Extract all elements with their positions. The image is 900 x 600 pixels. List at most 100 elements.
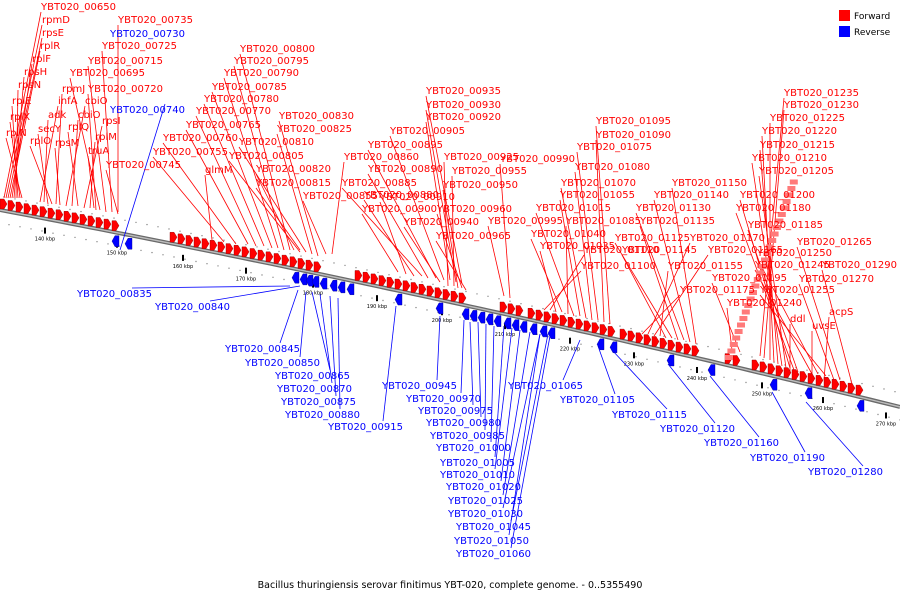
reverse-label-connector xyxy=(382,305,397,422)
forward-gene-label: YBT020_01170 xyxy=(689,233,765,244)
forward-label-connector xyxy=(341,187,423,277)
forward-gene-label: YBT020_01035 xyxy=(539,241,615,252)
forward-track-dot xyxy=(179,230,181,232)
forward-gene-label: YBT020_01090 xyxy=(595,130,671,141)
forward-gene-label: cbiO xyxy=(85,96,108,107)
forward-gene-arrow xyxy=(767,363,776,374)
reverse-track-dot xyxy=(580,343,582,345)
forward-label-connector xyxy=(451,175,455,287)
forward-gene-label: YBT020_00725 xyxy=(101,41,177,52)
reverse-label-connector xyxy=(494,327,513,470)
forward-gene-arrow xyxy=(807,373,816,384)
forward-label-connector xyxy=(499,163,511,299)
forward-gene-label: YBT020_00650 xyxy=(40,2,116,13)
forward-gene-arrow xyxy=(839,380,848,392)
forward-gene-stack xyxy=(741,309,750,315)
reverse-track-dot xyxy=(151,251,153,254)
reverse-gene-arrow xyxy=(311,276,320,288)
forward-gene-stack xyxy=(753,277,762,282)
axis-tick-label: 160 kbp xyxy=(173,264,193,270)
forward-gene-stack xyxy=(739,316,748,321)
forward-gene-arrow xyxy=(691,345,700,357)
forward-gene-label: YBT020_01075 xyxy=(576,142,652,153)
forward-gene-label: YBT020_00860 xyxy=(343,152,419,163)
forward-track-dot xyxy=(91,213,93,215)
forward-track-dot xyxy=(223,239,225,241)
reverse-gene-arrow xyxy=(461,308,470,320)
reverse-gene-arrow xyxy=(609,341,618,354)
forward-gene-arrow xyxy=(675,341,684,353)
forward-gene-label: YBT020_00780 xyxy=(203,94,279,105)
forward-label-connector xyxy=(39,105,59,203)
forward-label-connector xyxy=(487,225,505,297)
forward-gene-label: rplM xyxy=(95,132,117,143)
reverse-genes xyxy=(111,235,865,412)
reverse-gene-label: YBT020_01065 xyxy=(507,381,583,392)
forward-gene-label: YBT020_01245 xyxy=(754,260,830,271)
reverse-track-dot xyxy=(701,371,703,373)
forward-gene-label: YBT020_00895 xyxy=(367,140,443,151)
reverse-track-dot xyxy=(217,265,219,267)
forward-label-connector xyxy=(363,199,415,277)
forward-gene-arrow xyxy=(23,203,32,214)
axis-tick-label: 180 kbp xyxy=(303,291,323,297)
forward-gene-label: YBT020_00720 xyxy=(87,84,163,95)
forward-gene-label: YBT020_01290 xyxy=(821,260,897,271)
forward-gene-arrow xyxy=(434,287,443,298)
forward-label-connector xyxy=(367,173,429,279)
forward-gene-label: YBT020_00795 xyxy=(233,56,309,67)
forward-label-connector xyxy=(435,240,467,291)
forward-gene-arrow xyxy=(667,339,676,351)
forward-gene-arrow xyxy=(370,273,379,285)
forward-gene-label: YBT020_00920 xyxy=(425,112,501,123)
reverse-label-connector xyxy=(510,335,551,549)
forward-gene-label: YBT020_00955 xyxy=(451,166,527,177)
forward-track-dot xyxy=(630,327,632,330)
reverse-gene-arrow xyxy=(394,293,403,306)
forward-track-dot xyxy=(300,255,302,257)
forward-label-connector xyxy=(367,149,437,279)
reverse-gene-arrow xyxy=(111,235,120,247)
forward-gene-stack xyxy=(756,270,765,276)
forward-gene-stack xyxy=(782,199,791,204)
forward-gene-label: YBT020_01015 xyxy=(535,203,611,214)
forward-gene-label: rpmJ xyxy=(62,84,85,95)
forward-track-dot xyxy=(311,257,313,260)
reverse-track-dot xyxy=(415,306,417,309)
axis-tick-mark xyxy=(44,227,46,234)
reverse-gene-label: YBT020_00850 xyxy=(244,358,320,369)
reverse-label-connector xyxy=(131,285,291,289)
forward-gene-arrow xyxy=(732,355,741,366)
forward-gene-arrow xyxy=(39,206,48,217)
forward-track-dot xyxy=(740,353,742,356)
forward-label-connector xyxy=(565,225,569,315)
forward-label-connector xyxy=(69,77,101,211)
axis-tick-label: 190 kbp xyxy=(367,304,387,310)
forward-label-connector xyxy=(239,53,291,251)
forward-track-dot xyxy=(806,369,808,371)
reverse-gene-label: YBT020_00945 xyxy=(381,381,457,392)
reverse-track-dot xyxy=(877,413,879,416)
forward-gene-arrow xyxy=(759,361,768,373)
forward-track-dot xyxy=(641,330,643,332)
forward-label-connector xyxy=(647,242,691,335)
forward-gene-arrow xyxy=(651,336,660,347)
reverse-gene-arrow xyxy=(707,364,716,376)
axis-tick-mark xyxy=(761,382,763,389)
forward-gene-label: YBT020_01140 xyxy=(653,190,729,201)
forward-label-connector xyxy=(238,146,307,253)
forward-gene-stack xyxy=(775,218,784,224)
forward-label-connector xyxy=(7,37,43,199)
reverse-gene-arrow xyxy=(435,302,444,315)
forward-track-dot xyxy=(47,204,49,206)
forward-track-dot xyxy=(135,221,137,224)
reverse-label-connector xyxy=(562,339,581,381)
reverse-gene-label: YBT020_01005 xyxy=(439,458,515,469)
forward-track-dot xyxy=(465,290,467,293)
forward-gene-label: YBT020_00745 xyxy=(105,160,181,171)
forward-gene-label: YBT020_01175 xyxy=(679,285,755,296)
reverse-gene-label: YBT020_01160 xyxy=(703,438,779,449)
forward-label-connector xyxy=(255,187,301,251)
forward-gene-label: YBT020_00830 xyxy=(278,111,354,122)
forward-gene-arrow xyxy=(627,330,636,342)
